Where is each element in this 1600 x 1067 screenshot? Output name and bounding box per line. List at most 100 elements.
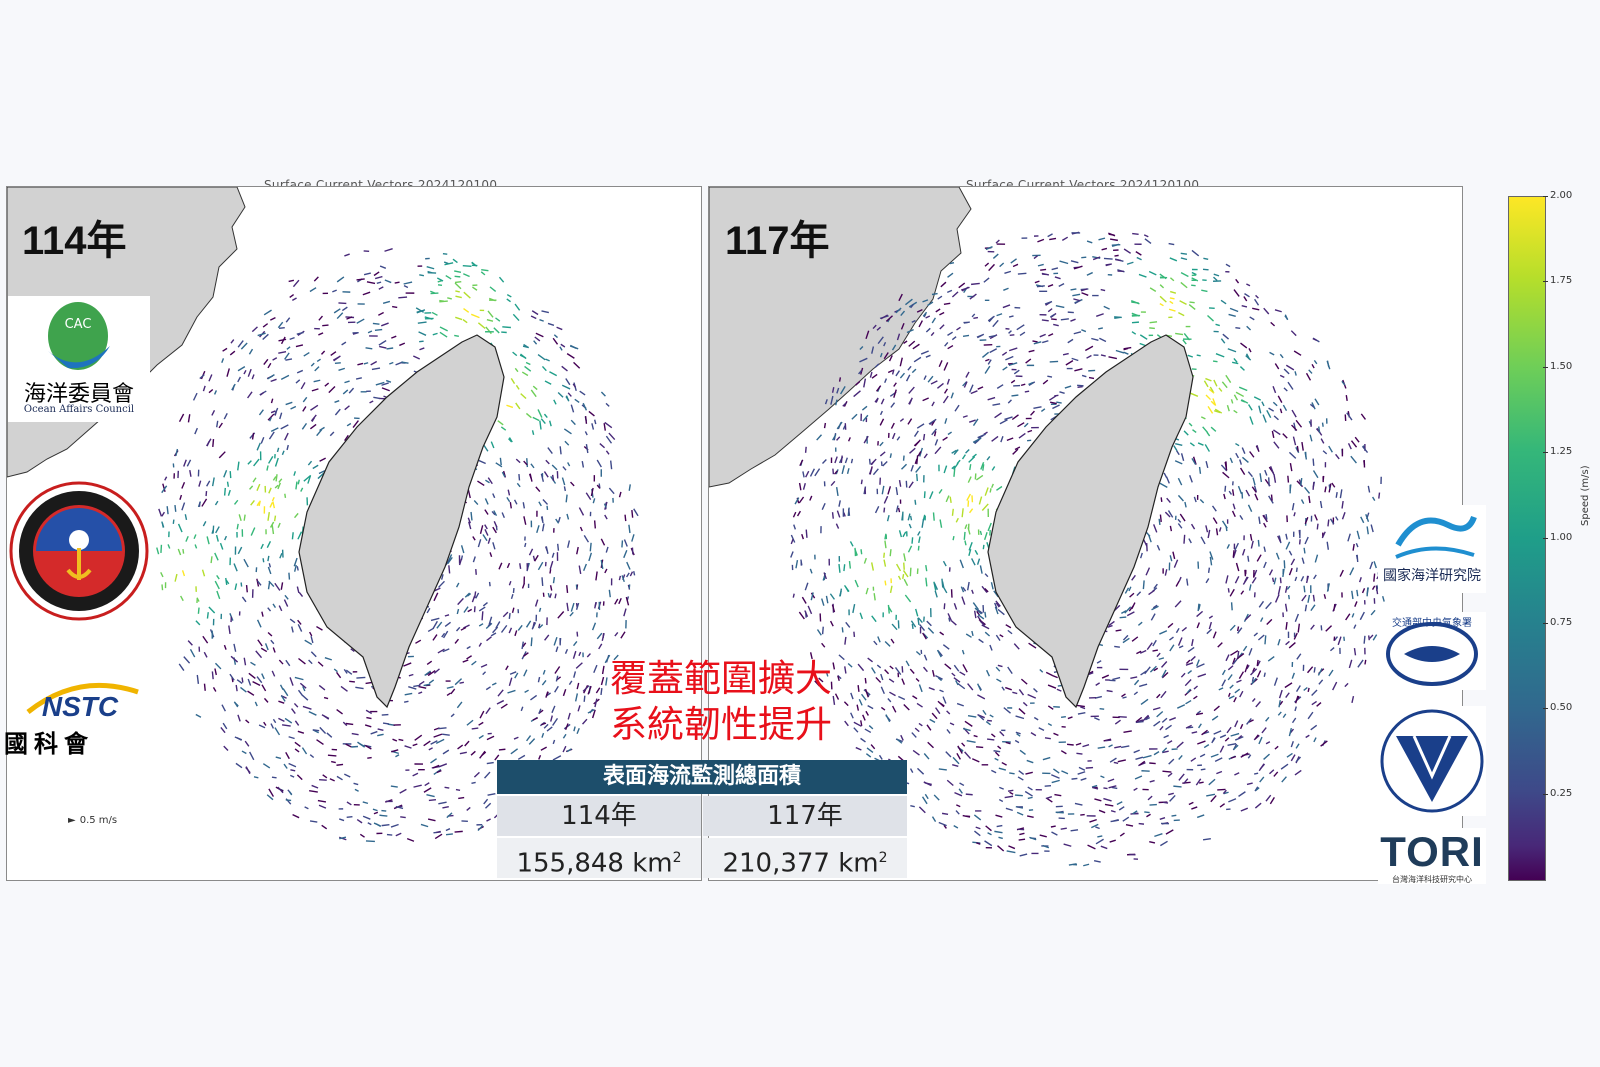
current-vector	[1114, 645, 1120, 648]
current-vector	[497, 420, 504, 426]
current-vector	[532, 555, 536, 561]
current-vector	[356, 819, 363, 824]
current-vector	[316, 739, 324, 745]
current-vector	[1335, 516, 1339, 521]
current-vector	[1028, 642, 1037, 649]
current-vector	[1328, 445, 1333, 453]
current-vector	[316, 358, 321, 363]
current-vector	[1200, 768, 1206, 771]
current-vector	[1039, 834, 1047, 838]
current-vector	[199, 374, 205, 380]
current-vector	[317, 472, 325, 480]
current-vector	[839, 386, 846, 395]
current-vector	[981, 585, 988, 593]
current-vector	[839, 588, 843, 597]
current-vector	[962, 664, 968, 673]
current-vector	[951, 508, 954, 516]
current-vector	[916, 423, 925, 429]
current-vector	[570, 404, 575, 413]
current-vector	[283, 763, 288, 769]
current-vector	[1247, 471, 1253, 478]
current-vector	[626, 561, 631, 570]
current-vector	[1333, 603, 1336, 612]
current-vector	[277, 786, 284, 794]
current-vector	[507, 489, 511, 496]
current-vector	[245, 767, 251, 774]
current-vector	[969, 384, 974, 393]
current-vector	[1222, 333, 1230, 340]
current-vector	[324, 382, 330, 387]
current-vector	[863, 378, 867, 388]
current-vector	[1235, 452, 1240, 459]
current-vector	[997, 608, 1005, 616]
current-vector	[864, 677, 867, 684]
current-vector	[1233, 744, 1239, 750]
current-vector	[1205, 461, 1209, 469]
current-vector	[1082, 744, 1090, 748]
current-vector	[1149, 762, 1156, 765]
current-vector	[517, 754, 526, 760]
current-vector	[482, 602, 488, 607]
current-vector	[1277, 638, 1281, 646]
current-vector	[567, 392, 572, 397]
current-vector	[591, 622, 597, 631]
nari-logo: 國家海洋研究院	[1378, 505, 1486, 593]
current-vector	[1254, 493, 1259, 501]
current-vector	[444, 262, 454, 266]
current-vector	[985, 669, 991, 677]
current-vector	[1257, 634, 1265, 641]
current-vector	[860, 720, 863, 726]
current-vector	[1222, 789, 1227, 795]
current-vector	[1179, 513, 1186, 522]
current-vector	[895, 563, 902, 572]
current-vector	[538, 623, 541, 629]
current-vector	[1370, 609, 1376, 616]
current-vector	[1247, 555, 1250, 562]
colorbar-gradient	[1508, 196, 1546, 881]
current-vector	[908, 481, 914, 489]
current-vector	[478, 623, 484, 627]
current-vector	[538, 607, 542, 612]
current-vector	[545, 358, 550, 362]
current-vector	[1238, 791, 1246, 797]
current-vector	[1287, 475, 1290, 483]
current-vector	[1217, 642, 1223, 648]
current-vector	[546, 726, 553, 732]
current-vector	[1371, 585, 1376, 590]
area-value-114: 155,848 km	[516, 848, 673, 879]
current-vector	[1263, 753, 1270, 760]
current-vector	[1226, 726, 1232, 734]
current-vector	[318, 684, 326, 691]
current-vector	[394, 281, 400, 284]
current-vector	[356, 278, 365, 281]
current-vector	[954, 792, 963, 797]
current-vector	[1019, 832, 1025, 836]
current-vector	[1175, 442, 1183, 447]
current-vector	[505, 665, 509, 671]
current-vector	[373, 396, 380, 400]
current-vector	[1197, 442, 1204, 446]
current-vector	[1202, 838, 1211, 841]
current-vector	[903, 340, 908, 344]
current-vector	[1005, 686, 1012, 691]
current-vector	[829, 593, 835, 600]
current-vector	[278, 326, 285, 330]
current-vector	[1111, 243, 1120, 248]
current-vector	[1042, 756, 1051, 761]
current-vector	[355, 377, 362, 380]
current-vector	[1207, 567, 1211, 573]
current-vector	[1028, 349, 1035, 353]
current-vector	[223, 644, 227, 650]
current-vector	[1279, 408, 1283, 414]
current-vector	[933, 431, 937, 437]
nari-name-zh: 國家海洋研究院	[1383, 568, 1481, 584]
current-vector	[468, 521, 472, 530]
current-vector	[1005, 807, 1013, 812]
current-vector	[1047, 684, 1057, 689]
current-vector	[1300, 499, 1305, 505]
colorbar-tick-label: 0.25	[1542, 787, 1573, 799]
current-vector	[514, 630, 518, 637]
current-vector	[870, 562, 875, 571]
current-vector	[1210, 400, 1216, 406]
current-vector	[1240, 807, 1249, 812]
